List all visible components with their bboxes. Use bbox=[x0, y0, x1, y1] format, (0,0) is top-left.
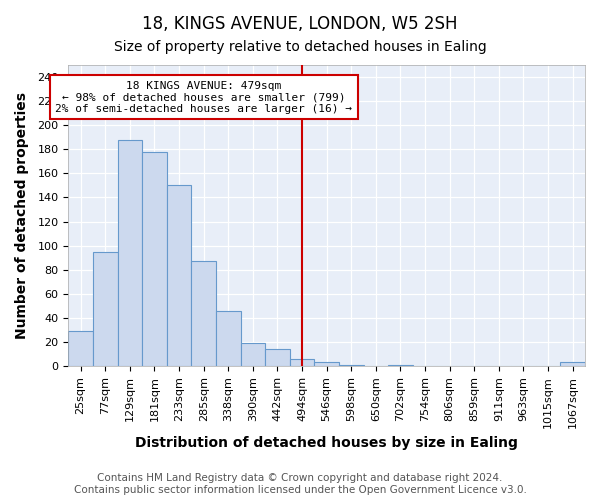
Bar bbox=[339, 365, 364, 366]
Bar bbox=[93, 252, 118, 366]
Bar bbox=[314, 362, 339, 366]
Bar bbox=[142, 152, 167, 366]
Bar bbox=[68, 331, 93, 366]
Text: 18 KINGS AVENUE: 479sqm
← 98% of detached houses are smaller (799)
2% of semi-de: 18 KINGS AVENUE: 479sqm ← 98% of detache… bbox=[55, 80, 352, 114]
Bar bbox=[167, 186, 191, 366]
Bar bbox=[241, 343, 265, 366]
Bar bbox=[118, 140, 142, 366]
Text: 18, KINGS AVENUE, LONDON, W5 2SH: 18, KINGS AVENUE, LONDON, W5 2SH bbox=[142, 15, 458, 33]
Bar bbox=[216, 310, 241, 366]
Text: Size of property relative to detached houses in Ealing: Size of property relative to detached ho… bbox=[113, 40, 487, 54]
Bar bbox=[388, 365, 413, 366]
Bar bbox=[191, 262, 216, 366]
Y-axis label: Number of detached properties: Number of detached properties bbox=[15, 92, 29, 339]
Text: Contains HM Land Registry data © Crown copyright and database right 2024.
Contai: Contains HM Land Registry data © Crown c… bbox=[74, 474, 526, 495]
Bar bbox=[290, 359, 314, 366]
Bar bbox=[560, 362, 585, 366]
Bar bbox=[265, 349, 290, 366]
X-axis label: Distribution of detached houses by size in Ealing: Distribution of detached houses by size … bbox=[135, 436, 518, 450]
